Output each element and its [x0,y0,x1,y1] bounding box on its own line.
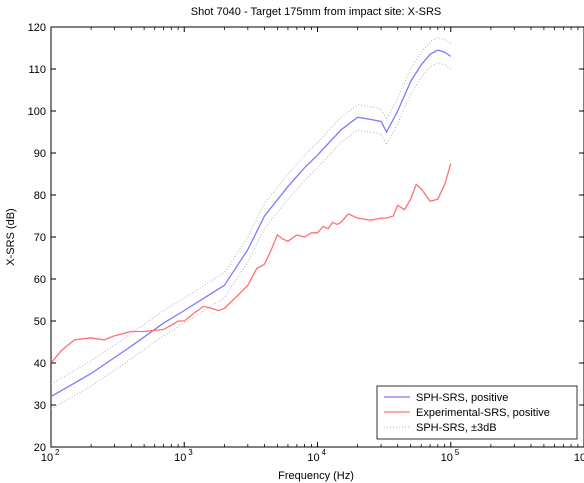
y-tick-label: 100 [28,106,46,118]
series-line-sph-plus3db [50,36,452,385]
series-line-experimental [50,163,452,364]
x-axis-label: Frequency (Hz) [278,470,354,482]
series-line-sph-minus3db [50,62,452,410]
series-layer [50,36,452,410]
axes-box [50,26,584,448]
y-tick-label: 110 [28,64,46,76]
x-tick-label: 10 [174,452,186,464]
x-tick-label: 10 [574,452,584,464]
y-tick-label: 50 [34,316,46,328]
y-tick-label: 20 [34,442,46,454]
legend-label-sph-3db: SPH-SRS, ±3dB [416,422,497,434]
y-tick-label: 70 [34,232,46,244]
x-tick-label-exponent: 5 [455,448,460,457]
x-tick-label: 10 [41,452,53,464]
x-tick-label: 10 [307,452,319,464]
x-tick-label-exponent: 3 [188,448,193,457]
legend-box [376,385,578,440]
legend: SPH-SRS, positive Experimental-SRS, posi… [376,385,578,440]
legend-label-sph-positive: SPH-SRS, positive [416,392,508,404]
y-tick-label: 120 [28,22,46,34]
chart-title: Shot 7040 - Target 175mm from impact sit… [191,6,441,18]
x-tick-label: 10 [441,452,453,464]
plot-area: 1021031041051062030405060708090100110120 [28,22,584,464]
y-tick-label: 40 [34,358,46,370]
y-tick-label: 80 [34,190,46,202]
tick-layer: 1021031041051062030405060708090100110120 [28,22,584,464]
y-axis-label: X-SRS (dB) [5,208,17,265]
y-tick-label: 60 [34,274,46,286]
x-tick-label-exponent: 4 [322,448,327,457]
legend-label-experimental: Experimental-SRS, positive [416,407,550,419]
x-tick-label-exponent: 2 [55,448,60,457]
series-line-sph-positive [50,49,452,398]
y-tick-label: 90 [34,148,46,160]
y-tick-label: 30 [34,400,46,412]
